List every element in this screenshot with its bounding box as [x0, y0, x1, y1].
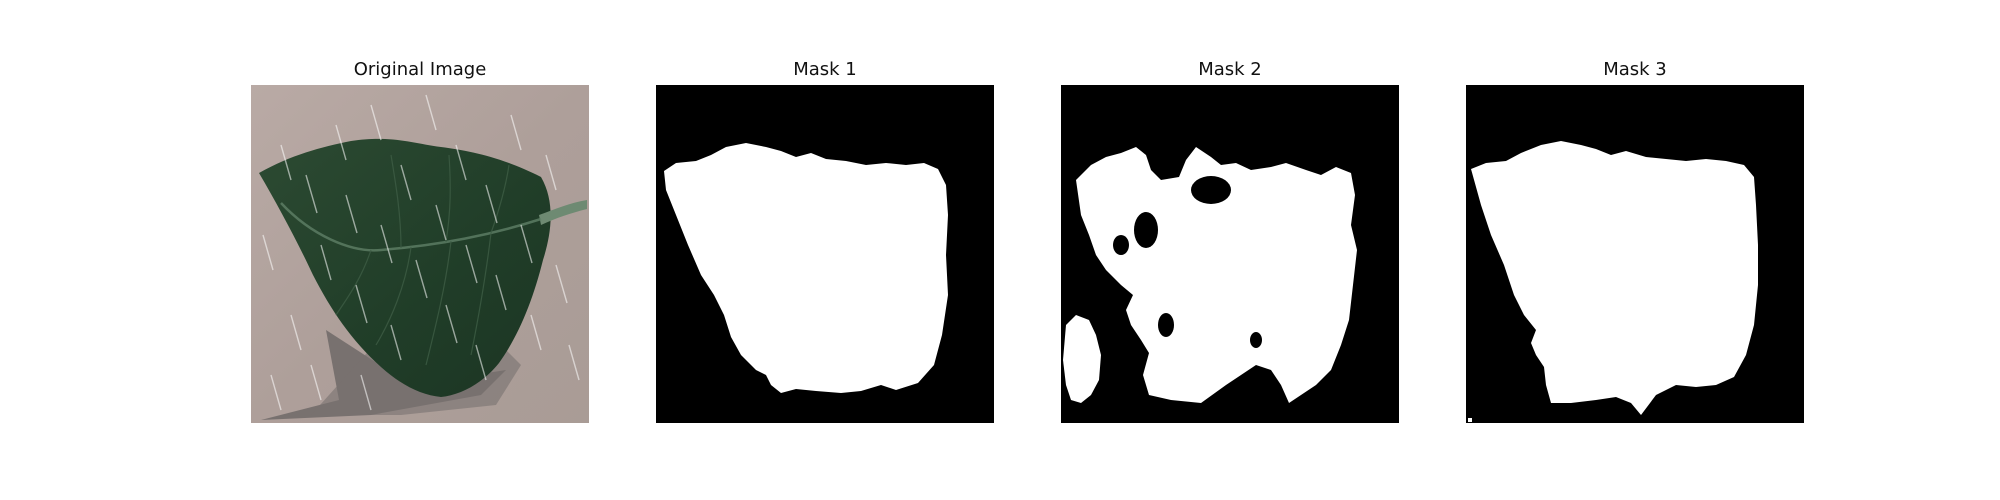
mask-3-image	[1466, 85, 1804, 423]
mask-2-left-blob	[1063, 315, 1101, 403]
mask-3-title: Mask 3	[1603, 59, 1667, 80]
original-image-panel: Original Image	[251, 59, 589, 423]
original-image-title: Original Image	[353, 59, 487, 80]
mask-2-main-region	[1076, 147, 1357, 403]
mask-1-panel: Mask 1	[656, 59, 994, 423]
mask-2-image	[1061, 85, 1399, 423]
mask-2-hole-5	[1158, 313, 1174, 337]
leaf-blade	[259, 138, 551, 397]
mask-2-hole-1	[1134, 212, 1158, 248]
mask-2-hole-4	[1250, 332, 1262, 348]
mask-2-svg	[1061, 85, 1399, 423]
mask-3-panel: Mask 3	[1466, 59, 1804, 423]
mask-1-title: Mask 1	[793, 59, 857, 80]
mask-1-svg	[656, 85, 994, 423]
mask-2-hole-3	[1191, 176, 1231, 204]
rain-streaks	[262, 94, 580, 411]
mask-2-title: Mask 2	[1198, 59, 1262, 80]
mask-2-panel: Mask 2	[1061, 59, 1399, 423]
leaf-veins	[335, 154, 510, 366]
mask-1-region	[664, 143, 948, 393]
mask-3-speck	[1468, 418, 1472, 422]
mask-3-region	[1471, 141, 1758, 415]
original-image	[251, 85, 589, 423]
mask-1-image	[656, 85, 994, 423]
leaf-photo-svg	[251, 85, 589, 423]
leaf-stem	[539, 200, 587, 225]
mask-3-svg	[1466, 85, 1804, 423]
leaf-midrib	[280, 202, 542, 252]
mask-2-hole-2	[1113, 235, 1129, 255]
